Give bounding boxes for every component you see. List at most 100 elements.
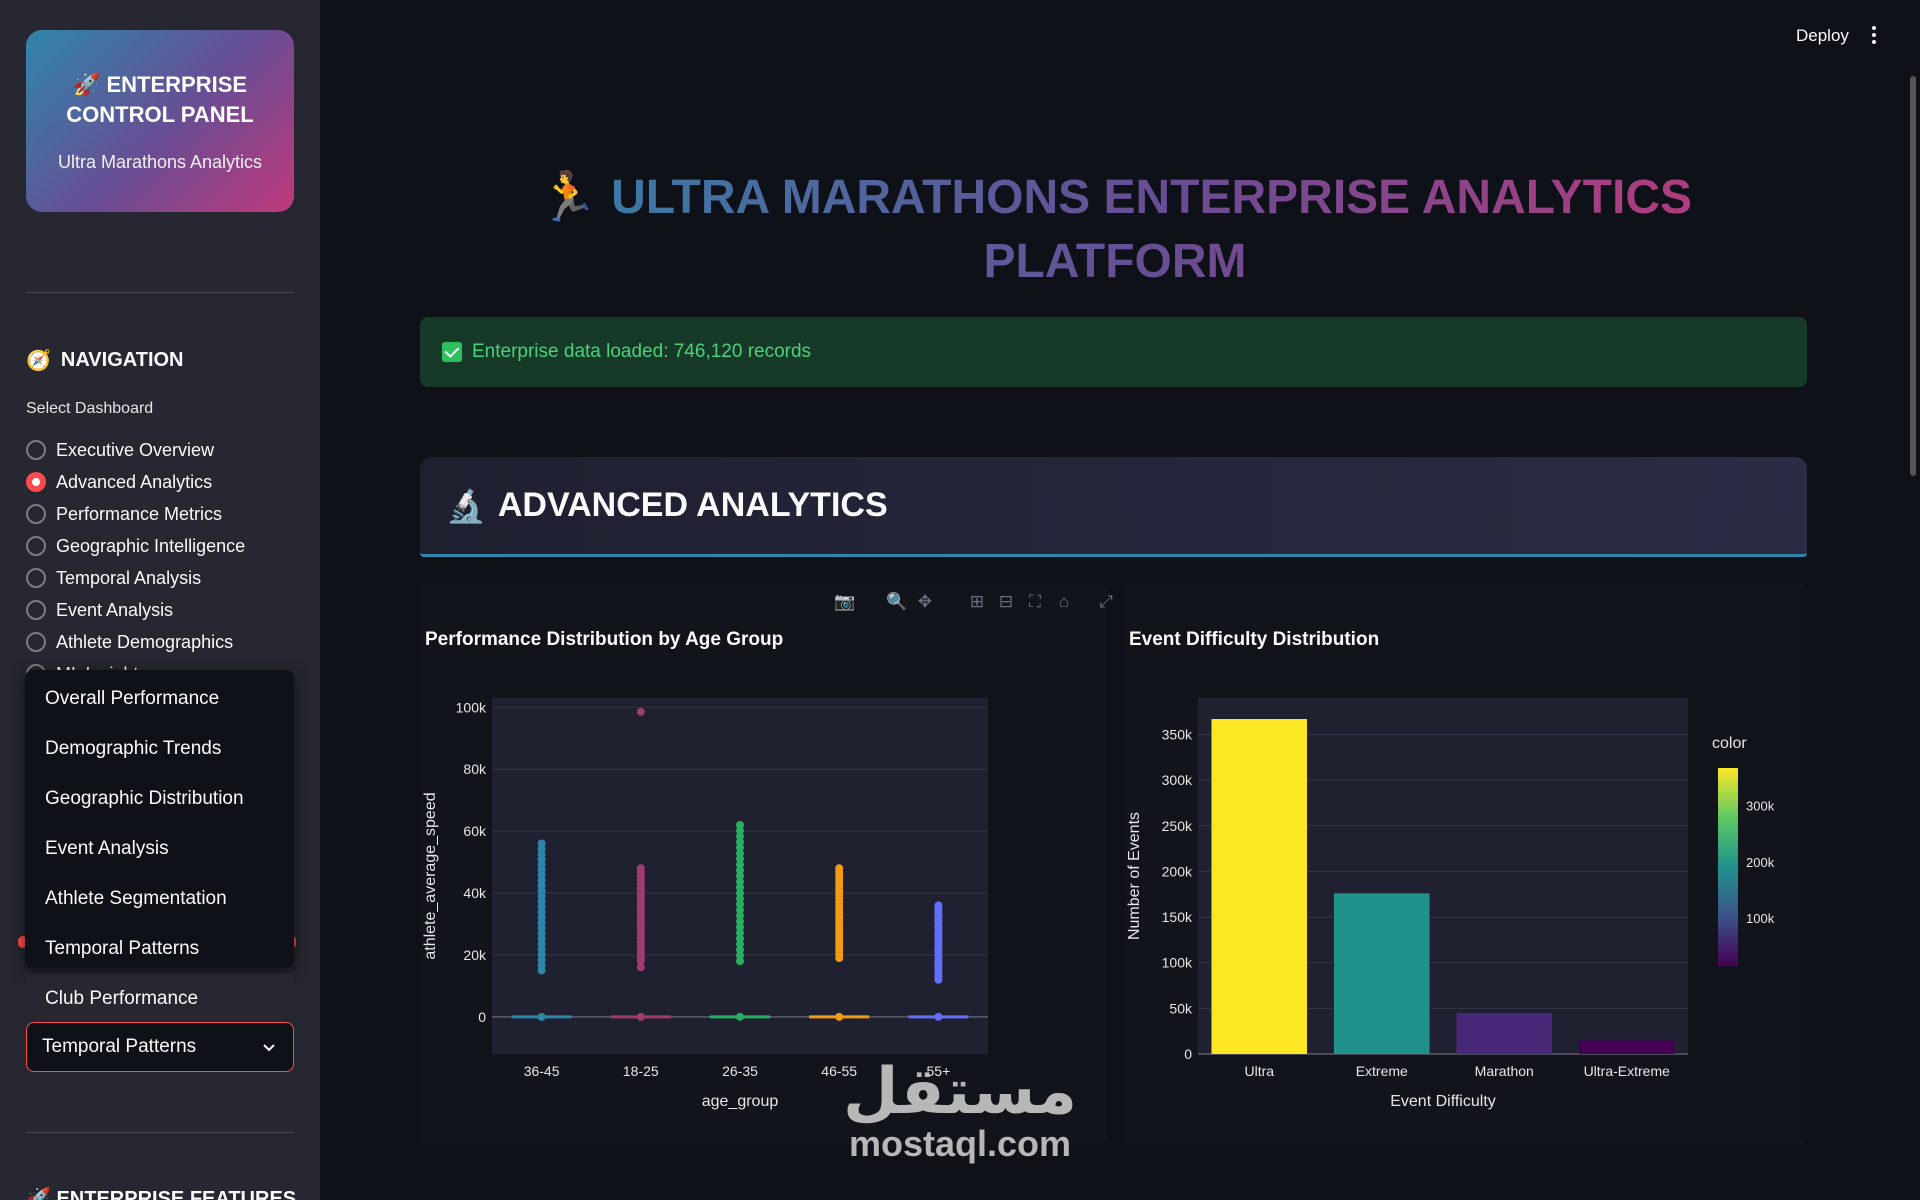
brand-subtitle: Ultra Marathons Analytics [57,152,263,172]
y-tick-label: 250k [1162,818,1193,834]
pan-icon[interactable]: ✥ [917,592,933,611]
x-tick-label: Extreme [1356,1063,1408,1079]
dropdown-option[interactable]: Temporal Patterns [45,938,200,959]
data-point [736,894,744,903]
y-tick-label: 50k [1169,1000,1193,1016]
data-point [736,843,744,852]
x-axis-label: Event Difficulty [1390,1093,1496,1110]
colorbar-title: color [1712,735,1747,752]
data-point [636,707,645,716]
dropdown-option[interactable]: Overall Performance [45,688,220,709]
y-tick-label: 200k [1162,863,1193,879]
scrollbar[interactable] [1910,76,1916,476]
radio-unchecked-icon[interactable] [26,504,46,524]
select-value: Temporal Patterns [42,1036,197,1057]
radio-unchecked-icon[interactable] [26,632,46,652]
x-tick-label: 36-45 [524,1063,560,1079]
brand-title-text: ENTERPRISE CONTROL PANEL [66,72,254,127]
data-point [736,866,744,875]
divider [26,1132,294,1133]
data-point [736,911,744,920]
data-point [736,820,744,829]
data-point [736,957,744,966]
data-point [736,854,744,863]
radio-option[interactable]: Geographic Intelligence [26,530,245,562]
y-tick-label: 0 [478,1009,486,1025]
radio-option[interactable]: Athlete Demographics [26,626,245,658]
watermark-arabic: مستقل [842,1055,1078,1129]
data-point [736,877,744,886]
y-tick-label: 150k [1162,909,1193,925]
data-point [636,864,645,873]
dropdown-option[interactable]: Club Performance [25,974,294,1024]
analysis-select[interactable]: Temporal Patterns [26,1022,294,1072]
scatter-chart: Performance Distribution by Age Group 0 20… [422,629,988,1110]
data-point [736,923,744,932]
slider-handle[interactable] [18,936,28,948]
radio-option[interactable]: Advanced Analytics [26,466,245,498]
data-point [537,839,546,848]
section-header: 🔬 ADVANCED ANALYTICS [420,457,1807,557]
radio-option[interactable]: Temporal Analysis [26,562,245,594]
radio-unchecked-icon[interactable] [26,600,46,620]
colorbar-tick-label: 100k [1746,911,1775,926]
data-point [736,837,744,846]
kebab-menu-icon[interactable] [1872,26,1878,47]
y-tick-label: 0 [1184,1046,1192,1062]
runner-icon: 🏃 [537,171,598,224]
x-tick-label: 55+ [927,1063,951,1079]
dropdown-option[interactable]: Athlete Segmentation [45,888,227,909]
y-tick-label: 80k [463,761,487,777]
radio-option[interactable]: Executive Overview [26,434,245,466]
x-tick-label: 26-35 [722,1063,758,1079]
dropdown-menu: Overall Performance Demographic Trends Geo… [25,670,294,1024]
data-point [736,889,744,898]
dropdown-option[interactable]: Geographic Distribution [45,788,244,809]
zoom-icon[interactable]: 🔍 [886,592,908,611]
y-tick-label: 60k [463,823,487,839]
zoom-out-icon[interactable]: ⊟ [998,592,1014,611]
x-tick-label: Ultra-Extreme [1584,1063,1671,1079]
y-axis-label: athlete_average_speed [422,792,439,959]
radio-unchecked-icon[interactable] [26,440,46,460]
dropdown-option[interactable]: Demographic Trends [45,738,222,759]
radio-option[interactable]: Performance Metrics [26,498,245,530]
radio-label: Performance Metrics [56,503,223,524]
autoscale-icon[interactable]: ⛶ [1029,592,1041,611]
x-tick-label: Ultra [1244,1063,1274,1079]
camera-icon[interactable]: 📷 [834,592,856,611]
y-tick-label: 350k [1162,727,1193,743]
radio-checked-icon[interactable] [26,472,46,492]
fullscreen-icon[interactable]: ⤢ [1099,592,1113,611]
dropdown-option[interactable]: Event Analysis [45,838,169,859]
chart-modebar: 📷 🔍 ✥ ⊞ ⊟ ⛶ ⌂ ⤢ [834,592,1116,612]
data-point [636,963,645,972]
data-point [736,945,744,954]
nav-heading-text: NAVIGATION [60,349,184,371]
features-heading: 🚀 ENTERPRISE FEATURES [26,1188,297,1200]
bar [1211,718,1308,1054]
data-point [537,1012,546,1021]
data-point [736,1012,744,1021]
radio-option[interactable]: Event Analysis [26,594,245,626]
data-point [736,849,744,858]
radio-label: Advanced Analytics [56,471,213,492]
x-tick-label: 18-25 [623,1063,659,1079]
radio-unchecked-icon[interactable] [26,536,46,556]
microscope-icon: 🔬 [446,487,486,524]
data-point [736,832,744,841]
zoom-in-icon[interactable]: ⊞ [969,592,985,611]
sidebar: 🚀 ENTERPRISE CONTROL PANEL Ultra Maratho… [0,0,320,1200]
brand-title: 🚀 ENTERPRISE CONTROL PANEL [26,70,294,130]
reset-axes-icon[interactable]: ⌂ [1058,592,1070,611]
data-point [736,900,744,909]
bar [1456,1012,1553,1054]
y-tick-label: 40k [463,885,487,901]
radio-unchecked-icon[interactable] [26,568,46,588]
data-point [736,951,744,960]
deploy-button[interactable]: Deploy [1796,26,1849,45]
colorbar [1718,768,1738,966]
y-tick-label: 300k [1162,772,1193,788]
y-tick-label: 100k [1162,955,1193,971]
watermark: مستقل mostaql.com [830,1060,1090,1164]
